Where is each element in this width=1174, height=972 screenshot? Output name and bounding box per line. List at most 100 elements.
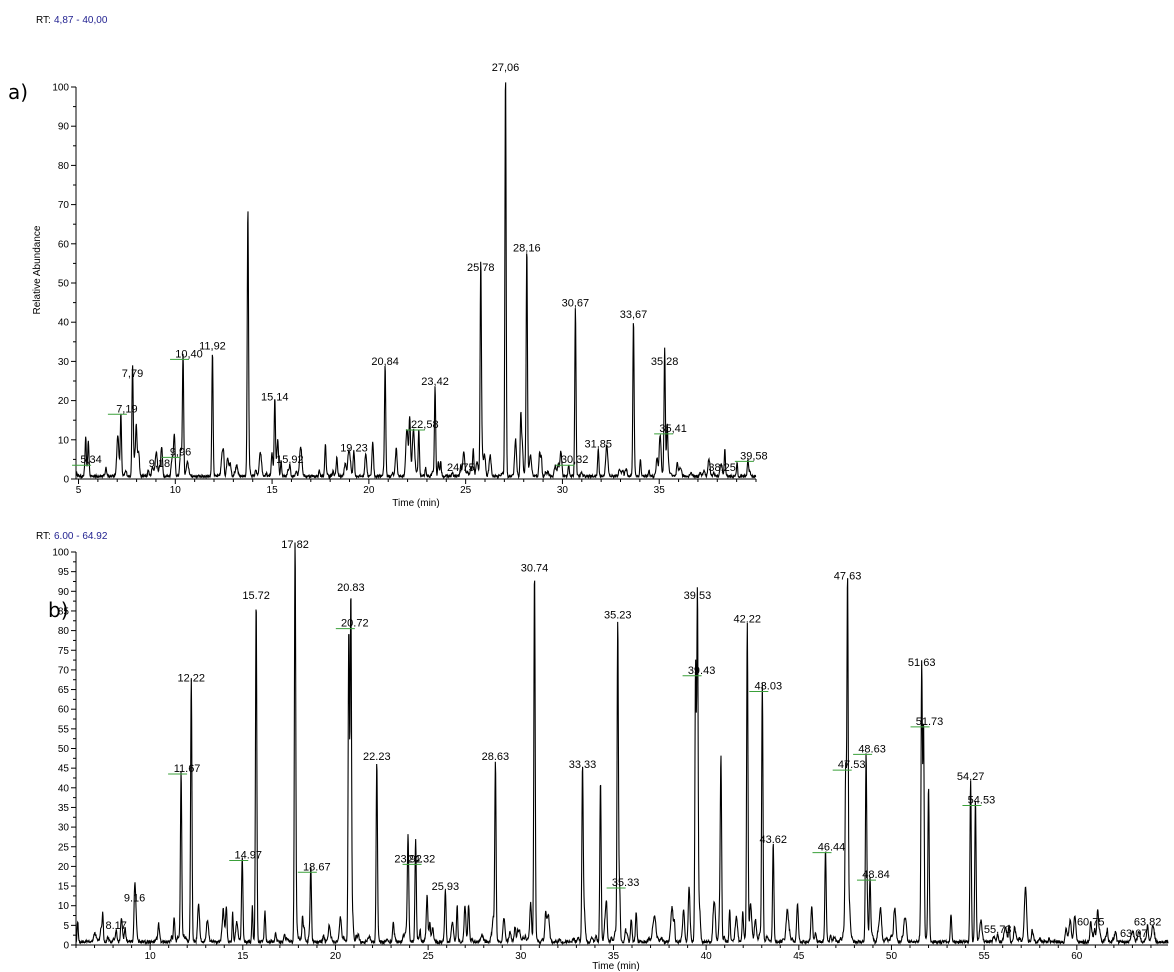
peak-label: 54.53 (968, 794, 996, 806)
peak-label: 11,92 (199, 341, 226, 353)
peak-label: 54.27 (957, 771, 985, 783)
peak-label: 35.23 (604, 610, 632, 622)
panel-a-letter: a) (8, 80, 28, 104)
y-tick-label: 90 (58, 587, 70, 598)
peak-label: 47.63 (834, 570, 862, 582)
y-tick-label: 40 (58, 783, 70, 794)
peak-label: 18.67 (303, 861, 331, 873)
y-tick-label: 15 (58, 882, 70, 893)
x-tick-label: 25 (460, 485, 472, 496)
x-tick-label: 45 (793, 951, 805, 962)
y-tick-label: 80 (58, 626, 70, 637)
peak-label: 30.74 (521, 563, 549, 575)
peak-label: 11.67 (174, 763, 201, 775)
peak-label: 43.62 (759, 834, 787, 846)
peak-label: 23,42 (421, 376, 449, 388)
peak-label: 19,23 (340, 442, 368, 454)
y-tick-label: 10 (58, 901, 70, 912)
peak-label: 48.63 (858, 743, 886, 755)
peak-label: 5,34 (80, 454, 101, 466)
x-tick-label: 40 (701, 951, 713, 962)
panel-a: RT: 4,87 - 40,00 a) Relative Abundance T… (8, 15, 768, 509)
peak-label: 22,58 (411, 419, 439, 431)
panel-b-letter: b) (48, 598, 69, 622)
peak-label: 51.73 (916, 716, 944, 728)
peak-label: 63.82 (1134, 916, 1162, 928)
peak-label: 10,40 (175, 348, 203, 360)
peak-label: 39.53 (684, 590, 712, 602)
peak-label: 20.72 (341, 618, 369, 630)
peak-label: 7,79 (122, 368, 143, 380)
peak-label: 15.72 (242, 590, 270, 602)
peak-label: 35.33 (612, 877, 640, 889)
x-tick-label: 60 (1071, 951, 1083, 962)
y-tick-label: 25 (58, 842, 70, 853)
y-tick-label: 45 (58, 764, 70, 775)
peak-label: 20,84 (371, 356, 399, 368)
peak-label: 9,18 (149, 458, 170, 470)
x-tick-label: 30 (515, 951, 527, 962)
peak-label: 25,78 (467, 262, 495, 274)
peak-label: 14.97 (234, 849, 262, 861)
peak-label: 43.03 (755, 680, 783, 692)
peak-label: 33.33 (569, 759, 597, 771)
peak-label: 24.32 (408, 853, 436, 865)
peak-label: 8.17 (106, 920, 127, 932)
peak-label: 24,75 (447, 462, 475, 474)
x-tick-label: 20 (363, 485, 375, 496)
x-tick-label: 10 (145, 951, 157, 962)
peak-label: 9,96 (170, 446, 191, 458)
y-tick-label: 10 (58, 435, 70, 446)
y-tick-label: 20 (58, 862, 70, 873)
y-tick-label: 30 (58, 357, 70, 368)
peak-label: 39.43 (688, 665, 716, 677)
x-tick-label: 30 (557, 485, 569, 496)
y-tick-label: 70 (58, 665, 70, 676)
y-tick-label: 65 (58, 685, 70, 696)
y-tick-label: 35 (58, 803, 70, 814)
panel-b-rt-prefix: RT: (36, 531, 51, 542)
peak-label: 15,14 (261, 392, 289, 404)
peak-label: 25.93 (432, 881, 460, 893)
peak-label: 60.75 (1077, 916, 1105, 928)
x-tick-label: 50 (886, 951, 898, 962)
x-tick-label: 25 (423, 951, 435, 962)
panel-a-plot: 5 10 15 20 25 30 35 0 10 20 30 40 50 60 70 80 90 100 5,34 7… (52, 62, 767, 496)
x-tick-label: 35 (608, 951, 620, 962)
panel-b: RT: 6.00 - 64.92 b) Time (min) 10 15 20 25 3… (36, 531, 1169, 972)
y-tick-label: 60 (58, 705, 70, 716)
y-tick-label: 100 (52, 83, 69, 94)
peak-label: 17.82 (281, 539, 309, 551)
chromatogram-trace (75, 82, 757, 480)
chromatogram-trace (75, 542, 1169, 946)
y-tick-label: 85 (58, 606, 70, 617)
panel-a-y-axis-label: Relative Abundance (32, 225, 43, 314)
peak-label: 22.23 (363, 751, 391, 763)
peak-label: 27,06 (492, 62, 520, 74)
x-tick-label: 55 (979, 951, 991, 962)
peak-label: 47.53 (838, 759, 866, 771)
y-tick-label: 90 (58, 122, 70, 133)
peak-label: 48.84 (862, 869, 890, 881)
y-tick-label: 70 (58, 200, 70, 211)
peak-label: 30,67 (562, 297, 590, 309)
peak-label: 38,25 (708, 462, 736, 474)
peak-label: 39,58 (740, 450, 768, 462)
peak-label: 31,85 (584, 439, 612, 451)
y-tick-label: 55 (58, 724, 70, 735)
y-tick-label: 0 (63, 475, 69, 486)
panel-b-plot: 10 15 20 25 30 35 40 45 50 55 60 0 5 10 15 20 25 30 35 40 45… (52, 539, 1169, 962)
y-tick-label: 20 (58, 396, 70, 407)
peak-label: 63.07 (1120, 928, 1148, 940)
y-tick-label: 5 (63, 921, 69, 932)
x-tick-label: 10 (170, 485, 182, 496)
peak-label: 33,67 (620, 309, 648, 321)
peak-label: 55.73 (984, 924, 1012, 936)
peak-label: 20.83 (337, 582, 365, 594)
peak-label: 15,92 (276, 454, 304, 466)
panel-a-x-axis-label: Time (min) (392, 498, 439, 509)
x-tick-label: 15 (267, 485, 279, 496)
peak-label: 7,19 (116, 403, 137, 415)
panel-a-rt-range: 4,87 - 40,00 (54, 15, 108, 26)
